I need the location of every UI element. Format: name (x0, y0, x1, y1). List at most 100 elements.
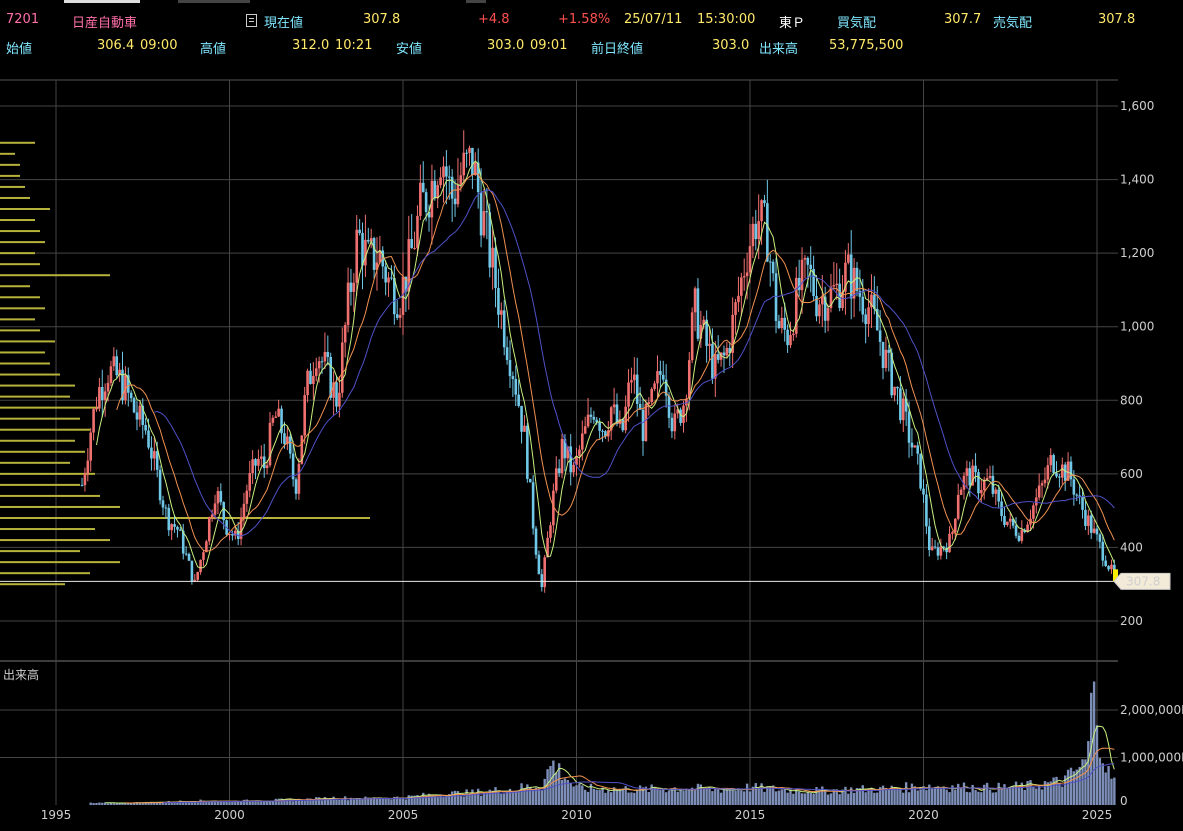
volume-bar (1093, 682, 1095, 806)
candle-body (462, 153, 465, 176)
volume-bar (1110, 779, 1112, 805)
candle-body (538, 555, 541, 574)
volume-bar (564, 779, 566, 805)
candle-body (598, 422, 601, 430)
candle-body (199, 560, 202, 572)
volume-bar (1081, 759, 1083, 805)
volume-bar (477, 789, 479, 805)
candle-body (821, 297, 824, 305)
candle-body (659, 371, 662, 375)
volume-bar (364, 797, 366, 805)
volume-bar (555, 773, 557, 805)
candle-body (772, 262, 775, 273)
candle-body (1104, 561, 1107, 566)
volume-bar (263, 801, 265, 805)
candle-body (503, 310, 506, 347)
candle-body (951, 532, 954, 534)
candle-body (989, 476, 992, 478)
candle-body (84, 474, 87, 486)
volume-bar (601, 788, 603, 805)
volume-bar (301, 801, 303, 805)
volume-bar (604, 793, 606, 805)
candle-body (581, 434, 584, 450)
candle-body (882, 342, 885, 368)
candle-body (170, 524, 173, 530)
candle-body (512, 376, 515, 379)
candle-body (893, 387, 896, 395)
candle-body (324, 352, 327, 361)
candle-body (136, 412, 139, 419)
candle-body (295, 479, 298, 493)
volume-bar (873, 793, 875, 805)
candle-body (277, 409, 280, 417)
volume-bar (596, 790, 598, 805)
candle-body (1021, 530, 1024, 541)
candle-body (468, 148, 471, 153)
volume-bar (1076, 770, 1078, 805)
volume-profile-bar (0, 274, 110, 276)
candle-body (104, 391, 107, 399)
volume-profile-bar (0, 340, 55, 342)
candle-body (804, 258, 807, 260)
volume-bar (520, 783, 522, 805)
candle-body (361, 233, 364, 265)
candle-body (98, 387, 101, 408)
volume-bar (610, 792, 612, 805)
candle-body (217, 491, 220, 503)
volume-bar (691, 788, 693, 805)
candle-body (1090, 515, 1093, 532)
candle-body (977, 472, 980, 493)
candle-body (691, 312, 694, 360)
candle-body (1061, 465, 1064, 478)
volume-bar (703, 789, 705, 805)
volume-bar (804, 793, 806, 805)
price-tick-label: 800 (1120, 393, 1143, 407)
candle-body (1084, 510, 1087, 526)
volume-profile-bar (0, 473, 95, 475)
candle-body (593, 417, 596, 420)
candle-body (1073, 479, 1076, 494)
volume-bar (896, 789, 898, 805)
volume-bar (934, 787, 936, 805)
candle-body (549, 525, 552, 538)
candle-body (358, 230, 361, 233)
volume-bar (1018, 786, 1020, 805)
volume-bar (382, 799, 384, 805)
volume-bar (1058, 783, 1060, 805)
volume-bar (344, 796, 346, 805)
volume-bar (246, 800, 248, 805)
candle-body (81, 485, 84, 486)
volume-panel-title: 出来高 (3, 667, 39, 682)
year-tick-label: 2025 (1082, 808, 1113, 822)
candle-body (491, 248, 494, 268)
candle-body (335, 382, 338, 406)
volume-bar (957, 784, 959, 805)
volume-bar (379, 799, 381, 805)
candle-body (754, 224, 757, 239)
candle-body (315, 368, 318, 376)
volume-bar (986, 783, 988, 805)
price-tick-label: 1,600 (1120, 99, 1154, 113)
volume-bar (249, 802, 251, 805)
candle-body (222, 502, 225, 520)
volume-bar (500, 794, 502, 805)
candle-body (327, 352, 330, 357)
volume-bar (454, 791, 456, 805)
candle-body (627, 382, 630, 406)
candle-body (150, 448, 153, 459)
volume-bar (885, 788, 887, 805)
volume-bar (931, 789, 933, 805)
volume-bar (572, 786, 574, 805)
volume-bar (633, 793, 635, 805)
candle-body (974, 466, 977, 472)
volume-bar (512, 791, 514, 805)
candle-body (786, 330, 789, 345)
candle-body (636, 375, 639, 404)
volume-bar (107, 803, 109, 805)
volume-profile-bar (0, 539, 110, 541)
candle-body (856, 268, 859, 291)
volume-bar (893, 789, 895, 805)
candle-body (711, 344, 714, 379)
volume-bar (717, 789, 719, 805)
